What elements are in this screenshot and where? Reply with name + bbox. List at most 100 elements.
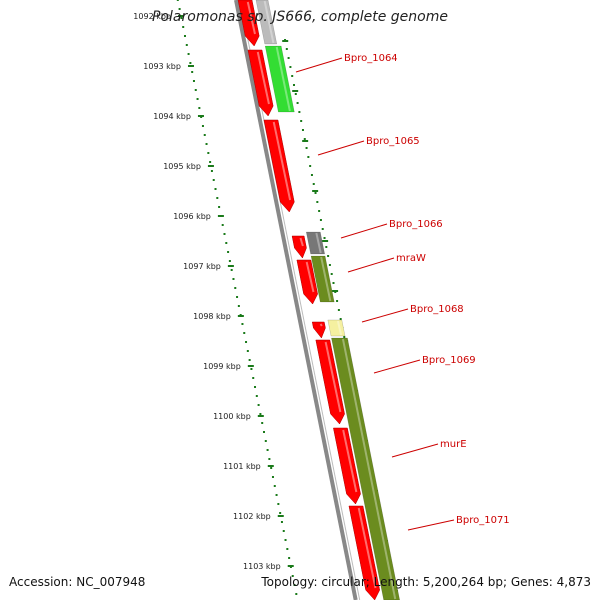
ruler-dot (243, 332, 246, 334)
accession-text: Accession: NC_007948 (9, 575, 146, 589)
ruler-dot (295, 593, 298, 595)
guide-dot (323, 237, 326, 239)
gene-arrow-forward[interactable] (237, 0, 260, 47)
gene-label-leader (361, 308, 409, 323)
guide-dot (285, 48, 288, 50)
kbp-tick-label: 1093 kbp (143, 62, 181, 71)
kbp-tick-label: 1096 kbp (173, 212, 211, 221)
guide-dot (316, 201, 319, 203)
ruler-dot (216, 197, 219, 199)
gene-label-leader (347, 257, 395, 273)
gene-label[interactable]: Bpro_1066 (389, 219, 443, 230)
gene-label[interactable]: Bpro_1069 (422, 355, 476, 366)
guide-dot (314, 192, 317, 194)
ruler-dot (293, 584, 296, 586)
gene-label-leader (340, 223, 388, 239)
guide-dot (330, 273, 333, 275)
gene-arrow-forward[interactable] (247, 49, 274, 117)
kbp-tick-label: 1098 kbp (193, 312, 231, 321)
gene-label[interactable]: Bpro_1065 (366, 136, 420, 147)
ruler-dot (218, 206, 221, 208)
ruler-dot (194, 89, 197, 91)
gene-bar-reverse-gray-light[interactable] (255, 0, 278, 45)
gene-label[interactable]: Bpro_1068 (410, 304, 464, 315)
gene-arrow-forward[interactable] (333, 427, 361, 505)
ruler-dot (178, 8, 181, 10)
ruler-dot (228, 260, 231, 262)
ruler-dot (212, 179, 215, 181)
guide-dot (343, 336, 346, 338)
ruler-dot (201, 125, 204, 127)
kbp-tick-label: 1094 kbp (153, 112, 191, 121)
guide-dot (298, 111, 301, 113)
guide-dot (287, 57, 290, 59)
guide-dot (289, 66, 292, 68)
gene-arrow-forward-highlight (357, 507, 377, 589)
gene-labels[interactable]: Bpro_1064 Bpro_1065 Bpro_1066 mraW Bpro_1068… (295, 53, 510, 531)
kbp-tick-label: 1102 kbp (233, 512, 271, 521)
ruler-dot (191, 71, 194, 73)
gene-arrow-forward[interactable] (291, 235, 307, 259)
guide-dot (321, 228, 324, 230)
ruler-dot (275, 494, 278, 496)
gene-label[interactable]: Bpro_1071 (456, 515, 510, 526)
gene-arrow-forward-highlight (256, 51, 270, 105)
gene-arrow-forward[interactable] (296, 259, 318, 305)
gene-label-leader (317, 140, 365, 156)
gene-arrow-forward-highlight (319, 323, 323, 327)
gene-arrow-forward[interactable] (315, 339, 345, 425)
gene-arrow-forward[interactable] (348, 505, 380, 600)
gene-arrow-forward[interactable] (311, 321, 326, 339)
ruler-dot (234, 287, 237, 289)
ruler-dot (232, 278, 235, 280)
gene-bar-reverse-yellow[interactable] (327, 319, 346, 337)
guide-dot (294, 93, 297, 95)
guide-dot (318, 210, 321, 212)
gene-label[interactable]: mraW (396, 253, 426, 264)
ruler-dot (254, 386, 257, 388)
ruler-dot (291, 575, 294, 577)
gene-bar-reverse-green-highlight (275, 46, 291, 112)
guide-dot (328, 264, 331, 266)
gene-features[interactable] (237, 0, 400, 600)
ruler-dot (261, 422, 264, 424)
ruler-dot (282, 530, 285, 532)
gene-bar-reverse-green[interactable] (264, 45, 295, 113)
ruler-dot (250, 368, 253, 370)
ruler-dot (257, 404, 260, 406)
ruler-dot (237, 305, 240, 307)
guide-dot (291, 75, 294, 77)
ruler-dot (205, 143, 208, 145)
ruler-dot (192, 80, 195, 82)
guide-dot (319, 219, 322, 221)
kbp-tick-labels: 1092 kbp 1093 kbp 1094 kbp 1095 kbp 1096 kbp… (133, 12, 280, 571)
gene-bar-reverse-olive-long[interactable] (331, 337, 400, 600)
ruler-dot (255, 395, 258, 397)
ruler-dot (286, 548, 289, 550)
gene-bar-reverse-olive[interactable] (310, 255, 335, 303)
ruler-dot (223, 233, 226, 235)
kbp-tick-label: 1101 kbp (223, 462, 261, 471)
guide-dot (301, 129, 304, 131)
gene-arrow-forward[interactable] (263, 119, 295, 213)
ruler-dot (210, 170, 213, 172)
guide-dot (337, 309, 340, 311)
ruler-dot (236, 296, 239, 298)
ruler-dot (185, 44, 188, 46)
gene-label[interactable]: murE (440, 439, 467, 450)
gene-bar-reverse-gray[interactable] (305, 231, 325, 255)
guide-dot (307, 156, 310, 158)
guide-dot (296, 102, 299, 104)
guide-dot (336, 300, 339, 302)
ruler-dot (189, 62, 192, 64)
gene-label[interactable]: Bpro_1064 (344, 53, 398, 64)
guide-dot (292, 84, 295, 86)
ruler-dot (209, 161, 212, 163)
guide-dot (325, 246, 328, 248)
ruler-dot (248, 359, 251, 361)
ruler-dot (203, 134, 206, 136)
ruler-dot (280, 521, 283, 523)
gene-arrow-forward-highlight (299, 237, 304, 247)
kbp-tick-label: 1100 kbp (213, 412, 251, 421)
